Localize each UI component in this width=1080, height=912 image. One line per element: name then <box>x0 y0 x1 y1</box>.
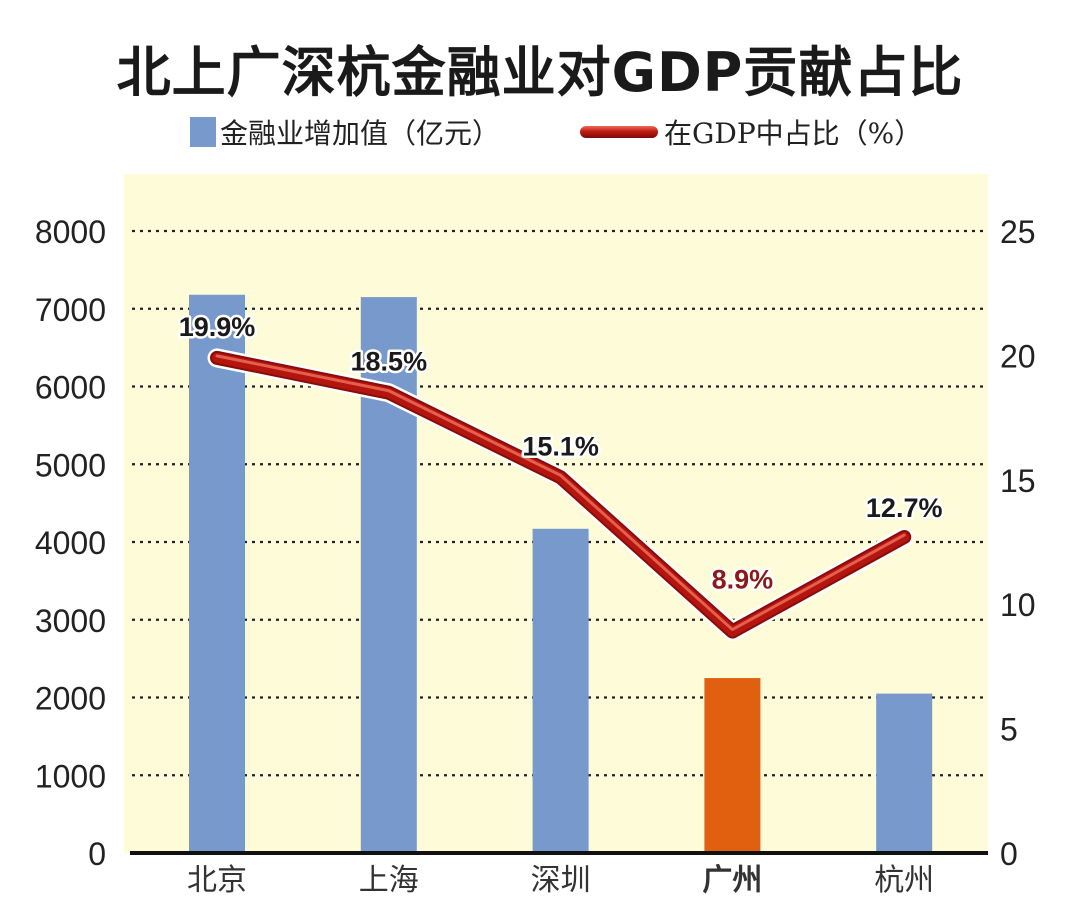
y-left-tick: 3000 <box>35 603 106 639</box>
y-right-tick: 10 <box>1000 587 1036 623</box>
data-labels: 19.9% 18.5% 15.1% 8.9% 12.7% <box>176 309 945 597</box>
legend-bar-label: 金融业增加值（亿元） <box>220 117 501 150</box>
y-left-tick: 7000 <box>35 292 106 328</box>
y-left-tick: 0 <box>88 836 106 872</box>
gridlines <box>132 229 988 777</box>
y-right-tick: 5 <box>1000 712 1018 748</box>
x-category-label: 杭州 <box>874 863 934 898</box>
x-category-label: 北京 <box>187 863 247 898</box>
bars <box>189 294 933 853</box>
chart-title: 北上广深杭金融业对GDP贡献占比 <box>116 41 964 104</box>
y-left-tick: 8000 <box>35 214 106 250</box>
legend-line-swatch <box>580 126 658 138</box>
data-label-4: 12.7% <box>866 493 943 523</box>
legend-item-line: 在GDP中占比（%） <box>580 112 922 152</box>
line-series <box>207 348 914 642</box>
x-axis-categories: 北京 上海 深圳 广州 杭州 <box>187 863 934 898</box>
data-label-0: 19.9% <box>179 312 256 342</box>
data-label-1: 18.5% <box>351 347 428 377</box>
data-label-3: 8.9% <box>712 565 774 595</box>
bar-3 <box>704 678 761 853</box>
y-left-tick: 4000 <box>35 525 106 561</box>
legend-item-bar: 金融业增加值（亿元） <box>190 112 500 152</box>
y-right-tick: 20 <box>1000 338 1036 374</box>
x-category-label: 广州 <box>702 863 762 898</box>
y-right-tick: 25 <box>1000 214 1036 250</box>
y-left-tick: 5000 <box>35 447 106 483</box>
y-right-tick: 0 <box>1000 836 1018 872</box>
y-left-tick: 6000 <box>35 370 106 406</box>
legend: 金融业增加值（亿元） 在GDP中占比（%） <box>0 112 1080 152</box>
bar-2 <box>532 528 589 853</box>
x-category-label: 上海 <box>359 863 419 898</box>
x-category-label: 深圳 <box>531 863 591 898</box>
y-left-tick: 2000 <box>35 681 106 717</box>
legend-bar-swatch <box>190 117 216 147</box>
y-left-tick: 1000 <box>35 758 106 794</box>
bar-4 <box>876 693 933 853</box>
y-axis-left: 0 1000 2000 3000 4000 5000 6000 7000 8000 <box>35 214 106 872</box>
y-right-tick: 15 <box>1000 463 1036 499</box>
y-axis-right: 0 5 10 15 20 25 <box>1000 214 1036 872</box>
line-highlight <box>215 354 906 632</box>
data-label-2: 15.1% <box>522 431 599 461</box>
legend-line-label: 在GDP中占比（%） <box>664 117 923 150</box>
bar-0 <box>189 294 245 853</box>
